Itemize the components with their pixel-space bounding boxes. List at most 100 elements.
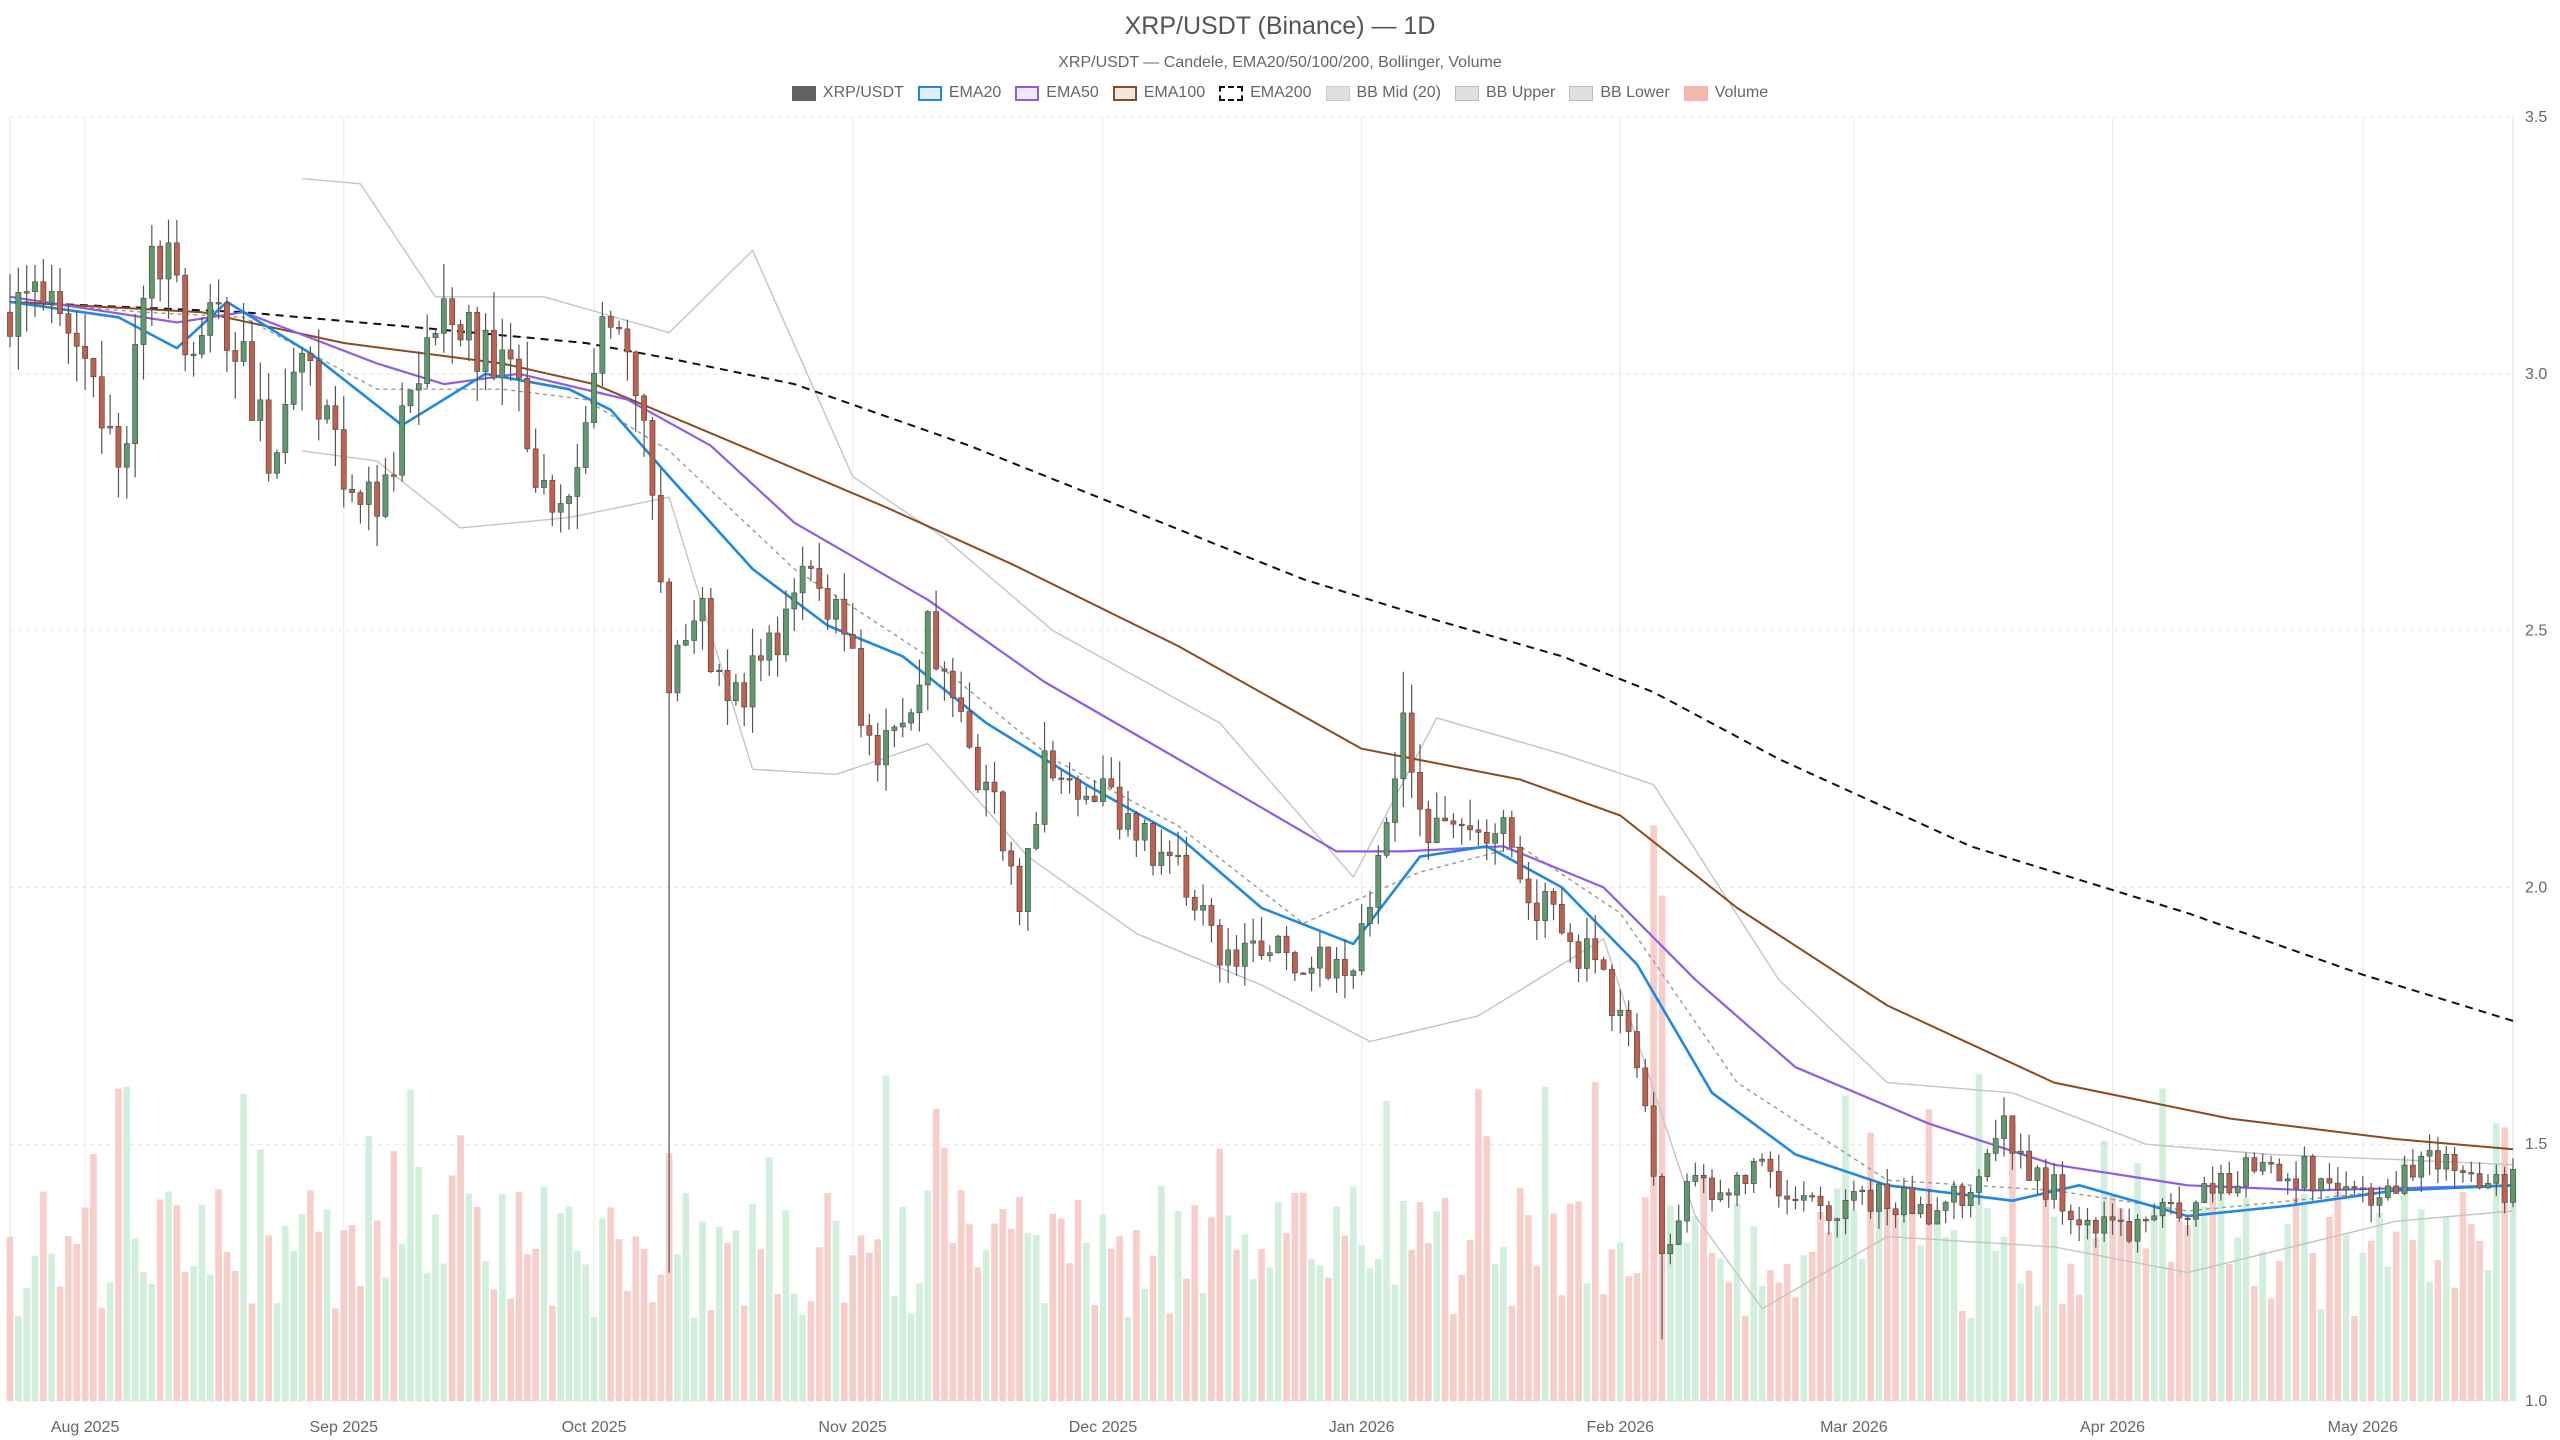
candle-body	[758, 655, 764, 661]
volume-bar	[548, 1305, 556, 1401]
candle-body	[2251, 1157, 2258, 1172]
candle-body	[1750, 1161, 1757, 1184]
volume-bar	[841, 1302, 848, 1401]
volume-bar	[2484, 1270, 2492, 1401]
candle-body	[357, 492, 364, 505]
candle-body	[1892, 1208, 1899, 1216]
volume-bar	[540, 1186, 548, 1401]
candle-body	[582, 422, 589, 468]
candle-body	[1225, 949, 1232, 966]
legend-item[interactable]: EMA200	[1219, 84, 1312, 102]
candle-body	[290, 371, 297, 405]
volume-bar	[732, 1230, 740, 1401]
volume-bar	[1349, 1186, 1357, 1401]
legend-item[interactable]: BB Upper	[1454, 84, 1555, 102]
legend-item[interactable]: BB Lower	[1569, 84, 1670, 102]
volume-bar	[790, 1293, 798, 1401]
candle-body	[1483, 832, 1490, 844]
candle-body	[2443, 1153, 2450, 1170]
x-tick-label: Mar 2026	[1820, 1419, 1888, 1436]
candle-body	[1592, 938, 1599, 961]
legend-item[interactable]: XRP/USDT	[791, 84, 904, 102]
candle-body	[774, 632, 781, 656]
volume-bar	[2100, 1140, 2108, 1401]
candle-body	[983, 781, 990, 791]
candle-body	[2318, 1178, 2324, 1192]
volume-bar	[223, 1251, 231, 1401]
volume-bar	[624, 1291, 631, 1401]
candle-body	[1967, 1192, 1974, 1206]
volume-bar	[1208, 1217, 1215, 1401]
volume-bar	[1274, 1202, 1282, 1401]
candle-body	[148, 245, 155, 299]
volume-bar	[181, 1271, 189, 1401]
volume-bar	[1333, 1206, 1340, 1401]
legend-item[interactable]: BB Mid (20)	[1325, 84, 1441, 102]
candle-body	[691, 620, 698, 641]
legend-item[interactable]: EMA50	[1015, 84, 1099, 102]
volume-bar	[2125, 1241, 2133, 1401]
candle-body	[866, 725, 873, 736]
volume-bar	[1591, 1081, 1599, 1401]
volume-bar	[1808, 1251, 1816, 1401]
candle-body	[2101, 1216, 2108, 1234]
volume-bar	[966, 1224, 973, 1401]
volume-bar	[282, 1225, 289, 1401]
candle-body	[2234, 1185, 2241, 1194]
volume-bar	[273, 1303, 281, 1401]
x-tick-label: Feb 2026	[1586, 1419, 1654, 1436]
volume-bar	[2242, 1197, 2250, 1401]
volume-bar	[1283, 1233, 1290, 1401]
volume-bar	[1733, 1203, 1741, 1401]
volume-bar	[73, 1243, 81, 1401]
legend-item[interactable]: EMA20	[917, 84, 1001, 102]
legend-item[interactable]: Volume	[1683, 84, 1768, 102]
volume-bar	[891, 1295, 898, 1401]
candle-body	[2084, 1219, 2091, 1226]
volume-bar	[774, 1294, 781, 1401]
candle-body	[240, 341, 247, 362]
volume-bar	[1408, 1249, 1416, 1401]
legend-swatch	[917, 85, 942, 101]
candle-body	[799, 565, 806, 594]
volume-bar	[1383, 1101, 1390, 1401]
x-tick-label: Nov 2025	[818, 1419, 887, 1436]
candle-body	[2159, 1201, 2166, 1217]
ema200-line	[9, 300, 2514, 1022]
volume-bar	[974, 1267, 982, 1401]
candle-body	[716, 669, 723, 673]
candle-body	[2334, 1182, 2341, 1191]
y-tick-label: 1.5	[2525, 1136, 2547, 1153]
volume-bar	[1658, 895, 1666, 1401]
candle-body	[2218, 1173, 2224, 1194]
candle-body	[1508, 817, 1515, 848]
candle-body	[1725, 1192, 1732, 1196]
volume-bar	[740, 1305, 748, 1401]
volume-bar	[1742, 1315, 1749, 1401]
volume-bar	[2409, 1239, 2417, 1401]
volume-bar	[1149, 1256, 1157, 1401]
volume-bar	[1191, 1205, 1199, 1401]
candle-body	[2276, 1163, 2283, 1182]
candle-body	[1275, 935, 1282, 954]
volume-bar	[1925, 1109, 1933, 1401]
volume-bar	[248, 1303, 256, 1401]
candle-body	[1917, 1204, 1924, 1214]
volume-bar	[991, 1223, 998, 1401]
candle-body	[2485, 1183, 2491, 1189]
candle-body	[65, 313, 72, 334]
volume-bar	[1475, 1089, 1482, 1401]
volume-bar	[98, 1307, 106, 1401]
candle-body	[449, 298, 456, 325]
legend-item[interactable]: EMA100	[1112, 84, 1205, 102]
volume-bar	[6, 1236, 14, 1401]
legend-label: EMA200	[1250, 84, 1312, 101]
volume-bar	[1041, 1303, 1048, 1401]
candle-body	[2451, 1153, 2458, 1171]
volume-bar	[65, 1235, 72, 1401]
candle-body	[1208, 905, 1215, 926]
volume-bars	[6, 825, 2517, 1401]
volume-bar	[1717, 1258, 1724, 1401]
candle-body	[1817, 1195, 1824, 1206]
candle-body	[1825, 1205, 1832, 1221]
